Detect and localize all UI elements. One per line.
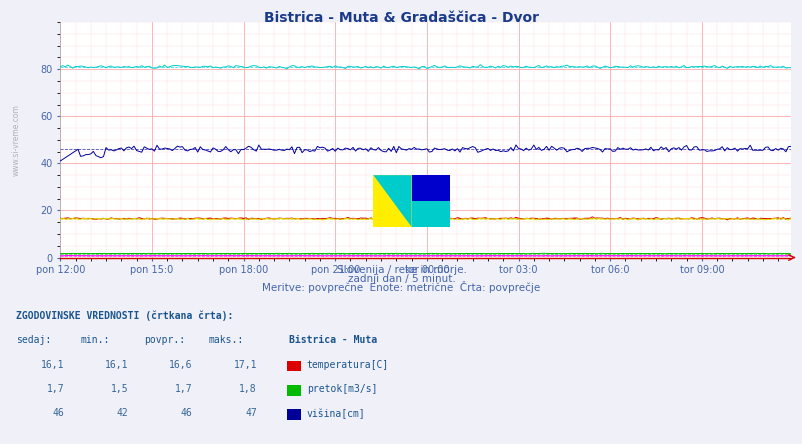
Text: 46: 46 <box>180 408 192 419</box>
Text: povpr.:: povpr.: <box>144 335 185 345</box>
Text: Bistrica - Muta: Bistrica - Muta <box>289 335 377 345</box>
Text: Meritve: povprečne  Enote: metrične  Črta: povprečje: Meritve: povprečne Enote: metrične Črta:… <box>262 281 540 293</box>
Text: zadnji dan / 5 minut.: zadnji dan / 5 minut. <box>347 274 455 284</box>
Text: 1,5: 1,5 <box>111 384 128 394</box>
Polygon shape <box>373 175 411 227</box>
Text: 46: 46 <box>52 408 64 419</box>
Text: 1,8: 1,8 <box>239 384 257 394</box>
Text: 16,6: 16,6 <box>169 360 192 370</box>
Bar <box>373 175 411 227</box>
Text: temperatura[C]: temperatura[C] <box>306 360 388 370</box>
Text: min.:: min.: <box>80 335 110 345</box>
Text: 1,7: 1,7 <box>175 384 192 394</box>
Bar <box>411 175 449 201</box>
Text: www.si-vreme.com: www.si-vreme.com <box>12 104 21 176</box>
Text: sedaj:: sedaj: <box>16 335 51 345</box>
Text: 16,1: 16,1 <box>41 360 64 370</box>
Text: 17,1: 17,1 <box>233 360 257 370</box>
Text: 42: 42 <box>116 408 128 419</box>
Text: ZGODOVINSKE VREDNOSTI (črtkana črta):: ZGODOVINSKE VREDNOSTI (črtkana črta): <box>16 311 233 321</box>
Text: 1,7: 1,7 <box>47 384 64 394</box>
Text: maks.:: maks.: <box>209 335 244 345</box>
Text: 47: 47 <box>245 408 257 419</box>
Text: pretok[m3/s]: pretok[m3/s] <box>306 384 377 394</box>
Text: 16,1: 16,1 <box>105 360 128 370</box>
Text: višina[cm]: višina[cm] <box>306 408 365 419</box>
Text: Slovenija / reke in morje.: Slovenija / reke in morje. <box>336 265 466 275</box>
Text: Bistrica - Muta & Gradaščica - Dvor: Bistrica - Muta & Gradaščica - Dvor <box>264 11 538 25</box>
Bar <box>411 201 449 227</box>
